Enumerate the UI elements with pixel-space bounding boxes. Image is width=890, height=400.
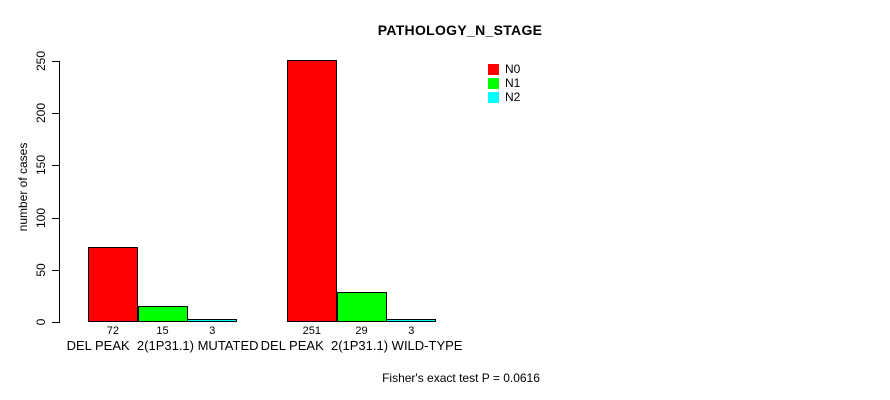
bar-n1-group1 (138, 306, 188, 322)
y-axis-tick-label: 250 (34, 50, 48, 72)
y-axis-tick-label: 0 (34, 318, 48, 326)
y-axis-tick (52, 322, 59, 323)
y-axis-tick (52, 218, 59, 219)
legend-swatch-n2 (488, 92, 499, 103)
legend-swatch-n0 (488, 64, 499, 75)
y-axis-tick-label: 150 (34, 155, 48, 176)
bar-n0-group1 (88, 247, 138, 322)
bar-value-label: 3 (408, 325, 415, 337)
y-axis-title: number of cases (16, 142, 30, 232)
legend-label-n0: N0 (505, 62, 521, 76)
bar-value-label: 29 (355, 325, 368, 337)
y-axis-tick (52, 165, 59, 166)
y-axis-tick (52, 61, 59, 62)
y-axis-tick-label: 100 (34, 207, 48, 228)
bar-n1-group2 (337, 292, 387, 322)
bar-value-label: 72 (106, 325, 119, 337)
y-axis-tick-label: 200 (34, 103, 48, 124)
bar-value-label: 251 (302, 325, 322, 337)
bar-value-label: 15 (156, 325, 169, 337)
y-axis-line (59, 61, 60, 323)
legend-swatch-n1 (488, 78, 499, 89)
bar-n0-group2 (287, 60, 337, 322)
bar-n2-group2 (386, 319, 436, 322)
category-label: DEL PEAK 2(1P31.1) MUTATED (66, 338, 259, 353)
y-axis-tick (52, 113, 59, 114)
legend-label-n1: N1 (505, 76, 521, 90)
bar-n2-group1 (187, 319, 237, 322)
y-axis-tick-label: 50 (34, 263, 48, 277)
y-axis-tick (52, 270, 59, 271)
category-label: DEL PEAK 2(1P31.1) WILD-TYPE (260, 338, 463, 353)
bar-value-label: 3 (209, 325, 216, 337)
footnote: Fisher's exact test P = 0.0616 (382, 371, 540, 385)
legend-label-n2: N2 (505, 90, 521, 104)
chart-title: PATHOLOGY_N_STAGE (377, 22, 543, 38)
